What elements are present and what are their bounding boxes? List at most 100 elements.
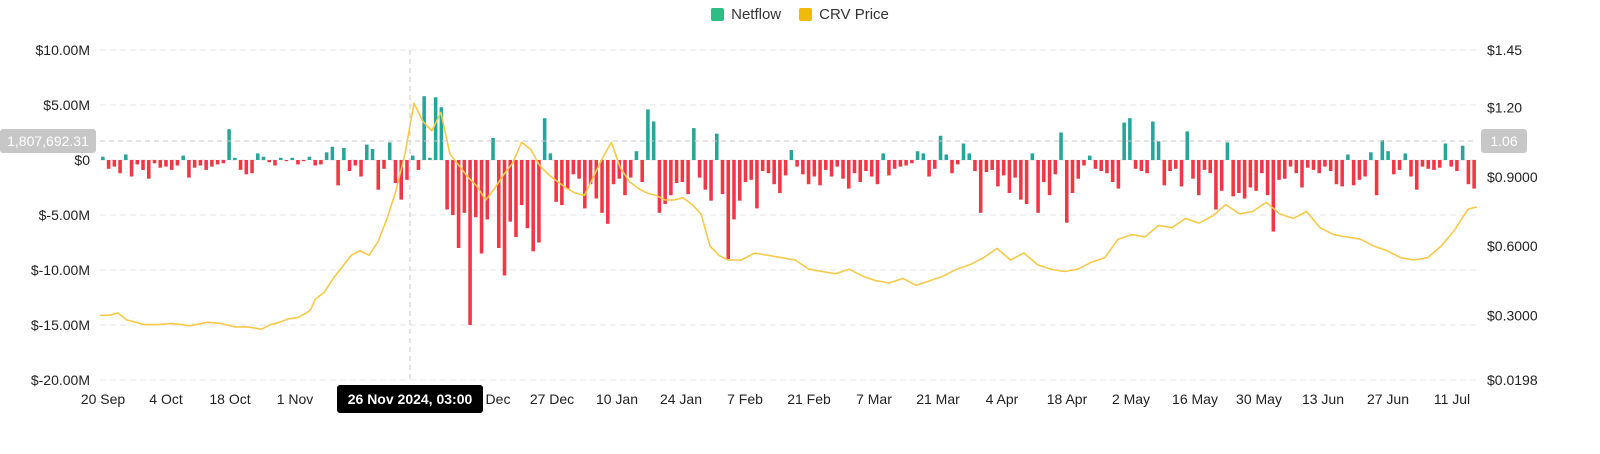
netflow-bar [1443,143,1448,160]
netflow-bar [290,157,294,160]
netflow-bar [370,149,375,160]
netflow-bar [250,160,254,174]
netflow-bar [1007,160,1012,193]
legend: Netflow CRV Price [0,6,1600,23]
x-tick-label: 13 Jun [1302,391,1344,407]
netflow-bar [772,160,776,185]
netflow-bar [1208,160,1212,174]
netflow-bar [1392,160,1396,175]
netflow-bar [583,160,587,209]
netflow-bar [933,160,937,169]
legend-price-label: CRV Price [819,6,889,23]
x-tick-label: 10 Jan [596,391,638,407]
netflow-bar [818,160,822,186]
netflow-bar [462,160,467,213]
netflow-bar [1380,140,1385,160]
netflow-bar [1053,160,1058,175]
netflow-bar [124,154,128,160]
left-tick-label: $10.00M [36,42,90,58]
netflow-bar [760,160,765,171]
netflow-bar [1403,153,1408,160]
netflow-bar [881,153,885,160]
netflow-bar [577,160,581,179]
netflow-bar [1174,160,1178,169]
right-tick-label: $0.3000 [1487,307,1538,323]
netflow-bar [852,160,857,174]
netflow-bar [456,160,461,248]
netflow-bar [669,160,673,196]
netflow-bar [1455,160,1459,171]
netflow-bar [1328,160,1333,171]
netflow-bar [950,160,954,174]
x-tick-label: 7 Mar [856,391,892,407]
netflow-bar [204,160,208,170]
netflow-bar [588,160,593,185]
netflow-bar [433,97,438,160]
netflow-bar [296,160,300,165]
netflow-bar [307,156,312,160]
netflow-bar [1047,160,1052,196]
netflow-bar [210,160,214,167]
netflow-bar [347,160,352,171]
netflow-bar [686,160,690,195]
netflow-bar [628,160,633,178]
netflow-bar [359,160,363,177]
netflow-bar [485,160,490,220]
netflow-bar [273,160,277,166]
netflow-bar [715,133,719,160]
price-line-group [100,102,1478,330]
netflow-bar [1231,160,1235,197]
netflow-bar [267,160,272,163]
netflow-bar [1133,160,1138,169]
netflow-bar [1346,154,1350,160]
netflow-bar [703,160,708,190]
legend-item-price[interactable]: CRV Price [799,6,889,23]
crosshair-date-label: 26 Nov 2024, 03:00 [348,391,473,407]
netflow-bars [101,96,1476,325]
netflow-bar [158,160,163,168]
netflow-bar [261,156,266,160]
netflow-bar [640,160,644,182]
netflow-bar [192,160,197,168]
netflow-bar [898,160,903,167]
netflow-bar [674,160,679,184]
netflow-bar [342,147,346,160]
netflow-swatch-icon [711,8,725,21]
netflow-bar [841,160,845,179]
netflow-bar [846,160,851,189]
netflow-bar [1196,160,1201,196]
netflow-bar [1288,160,1293,167]
netflow-bar [778,160,782,193]
left-tick-label: $-5.00M [39,207,90,223]
netflow-bar [869,160,874,177]
netflow-bar [565,160,570,189]
netflow-bar [1099,160,1103,171]
legend-item-netflow[interactable]: Netflow [711,6,781,23]
right-tick-label: $0.9000 [1487,169,1538,185]
netflow-bar [1185,131,1190,160]
netflow-bar [1437,160,1442,168]
netflow-bar [915,151,920,160]
netflow-bar [215,160,220,165]
crosshair-right-value: 1.06 [1490,133,1517,149]
x-tick-label: 18 Apr [1047,391,1088,407]
netflow-bar [319,160,323,165]
netflow-bar [697,160,702,178]
netflow-bar [1019,160,1023,200]
netflow-bar [875,160,880,185]
netflow-bar [537,160,541,243]
netflow-bar [938,135,943,160]
netflow-bar [491,138,495,160]
netflow-bar [1030,153,1035,160]
left-tick-label: $-10.00M [31,262,90,278]
left-tick-label: $5.00M [43,97,90,113]
netflow-bar [468,160,472,325]
netflow-bar [560,160,564,206]
netflow-bar [737,160,742,201]
netflow-bar [336,160,340,186]
netflow-bar [405,160,409,180]
netflow-bar [187,160,191,178]
netflow-bar [514,160,518,237]
